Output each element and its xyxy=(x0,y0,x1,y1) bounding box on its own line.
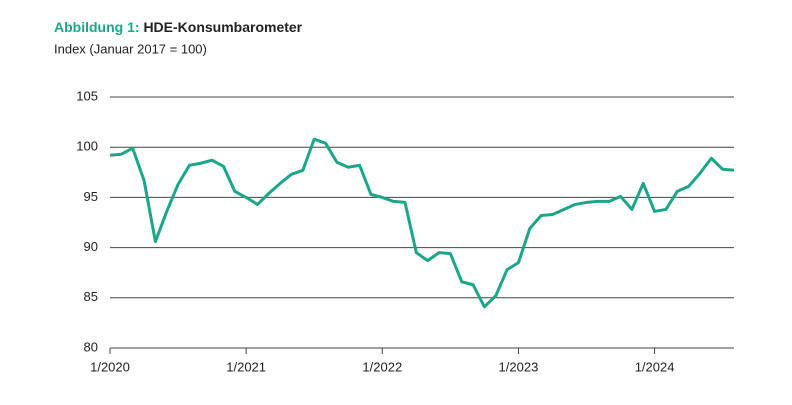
line-series xyxy=(109,137,735,309)
y-tick-label: 90 xyxy=(84,239,98,254)
chart-subtitle: Index (Januar 2017 = 100) xyxy=(54,41,207,56)
y-tick-label: 80 xyxy=(84,339,98,354)
y-tick-label: 105 xyxy=(76,88,98,103)
y-tick-label: 100 xyxy=(76,139,98,154)
y-tick-label: 85 xyxy=(84,289,98,304)
title-prefix: Abbildung 1: xyxy=(54,19,140,35)
x-tick-label: 1/2022 xyxy=(362,359,402,374)
x-tick-label: 1/2024 xyxy=(635,359,675,374)
y-tick-label: 95 xyxy=(84,189,98,204)
x-tick-label: 1/2023 xyxy=(499,359,539,374)
chart-title: Abbildung 1: HDE-Konsumbarometer xyxy=(54,19,303,35)
x-tick-label: 1/2021 xyxy=(226,359,266,374)
title-main: HDE-Konsumbarometer xyxy=(143,19,302,35)
x-tick-label: 1/2020 xyxy=(90,359,130,374)
